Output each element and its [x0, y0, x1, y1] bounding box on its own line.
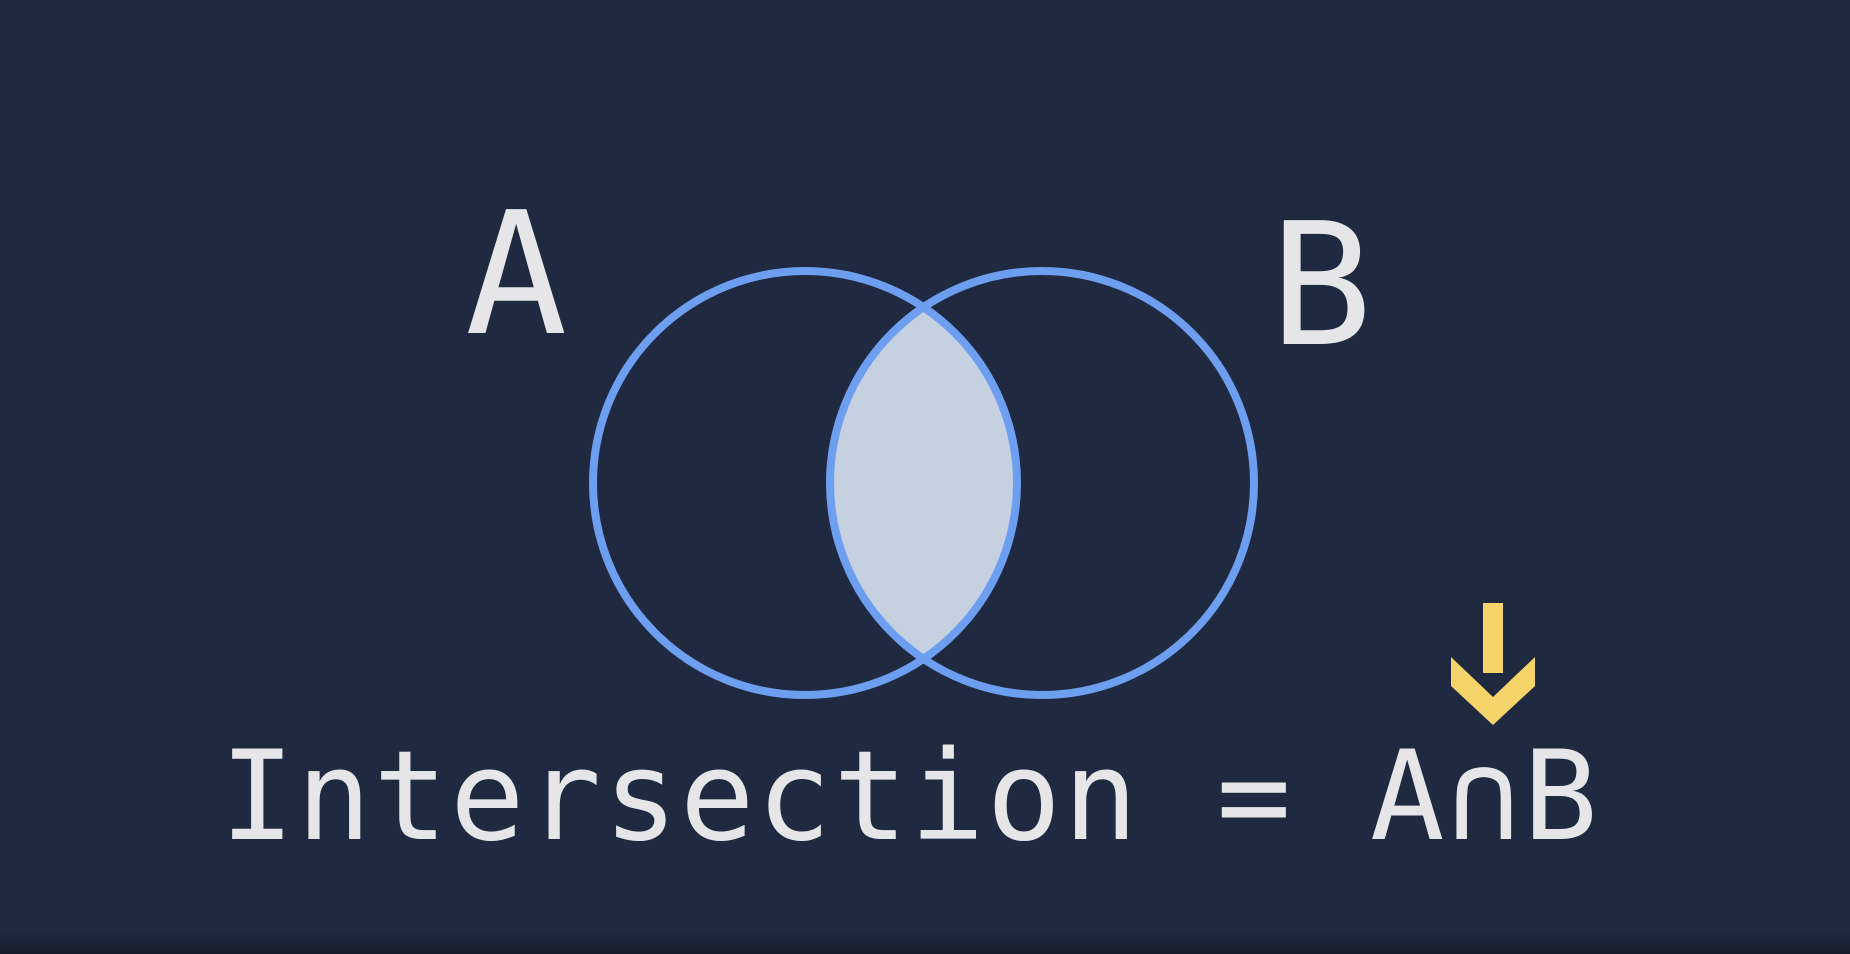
set-b-label: B: [1270, 187, 1372, 385]
bottom-shade: [0, 932, 1850, 954]
set-a-label: A: [465, 176, 567, 374]
down-arrow-icon: [1451, 603, 1535, 725]
intersection-formula: Intersection = A∩B: [220, 725, 1600, 869]
circle-a: [589, 267, 1021, 699]
intersection-region: [830, 271, 1017, 695]
circle-b: [826, 267, 1258, 699]
